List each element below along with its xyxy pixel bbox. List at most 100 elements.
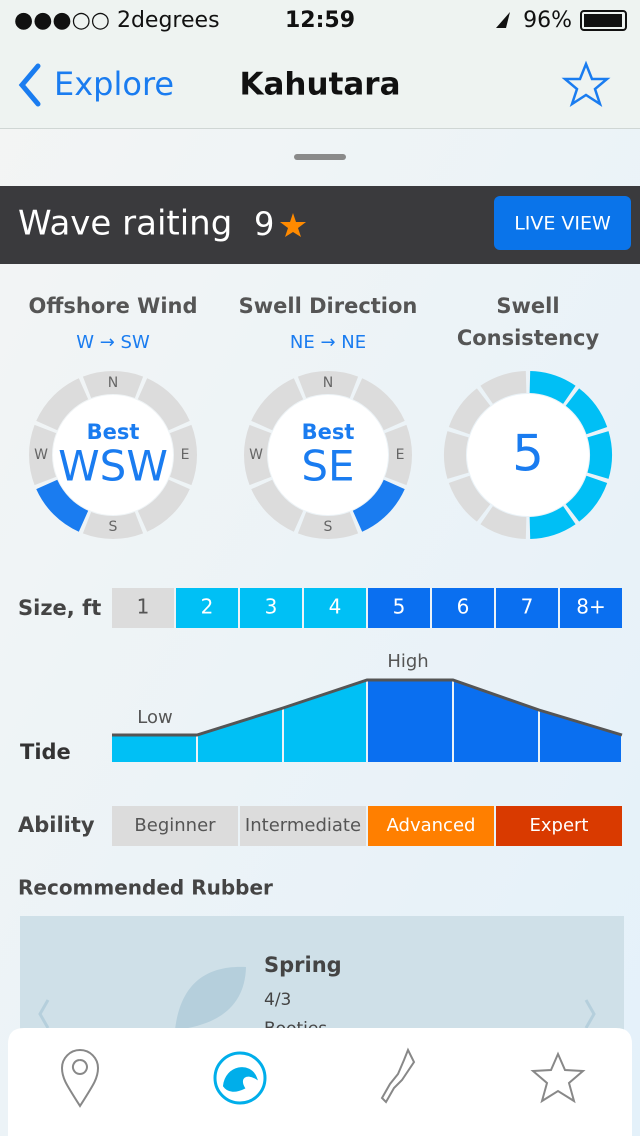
rating-label: Wave raiting <box>18 204 232 244</box>
best-label: Best <box>302 420 355 444</box>
battery-icon <box>580 10 627 31</box>
favorite-button[interactable] <box>561 60 611 107</box>
tide-line <box>112 678 623 737</box>
tide-label: Tide <box>20 740 71 764</box>
dial-center <box>268 395 388 515</box>
size-option-label[interactable]: 4 <box>329 595 342 619</box>
size-option-label[interactable]: 2 <box>201 595 214 619</box>
rubber-card[interactable] <box>20 916 624 1046</box>
ability-option-label[interactable]: Expert <box>530 815 589 836</box>
tab-favorites[interactable] <box>530 1051 586 1104</box>
tide-chart <box>112 678 623 762</box>
live-view-label[interactable]: LIVE VIEW <box>514 213 611 235</box>
dial-segment <box>384 424 412 486</box>
dial-segment <box>137 479 190 532</box>
consistency-segment <box>565 388 608 435</box>
tab-wave-icon[interactable] <box>222 1067 258 1092</box>
tide-column <box>454 680 538 762</box>
best-direction: WSW <box>58 442 168 491</box>
battery-level: 96% <box>523 8 572 33</box>
size-label: Size, ft <box>18 596 101 620</box>
size-option[interactable] <box>112 588 174 628</box>
drag-handle[interactable] <box>294 154 346 160</box>
ability-option[interactable] <box>240 806 366 846</box>
tab-icons <box>60 1047 586 1108</box>
consistency-title: Swell Consistency <box>456 294 600 350</box>
carrier: ●●●○○ 2degrees <box>14 8 220 33</box>
dial-subtitle: W → SW <box>76 332 150 353</box>
battery-fill <box>584 14 622 27</box>
ability-option-label[interactable]: Advanced <box>387 815 476 836</box>
size-option[interactable] <box>304 588 366 628</box>
rubber-thickness: 4/3 <box>264 990 291 1010</box>
dial-segment <box>297 371 359 399</box>
dial-segment <box>137 378 190 431</box>
ability-options: Beginner Intermediate Advanced Expert <box>112 806 622 846</box>
ability-option-label[interactable]: Intermediate <box>245 815 361 836</box>
ability-option-label[interactable]: Beginner <box>134 815 216 836</box>
tide-column <box>540 710 621 762</box>
dial-segment <box>251 378 304 431</box>
size-option-label[interactable]: 8+ <box>576 595 605 619</box>
size-option[interactable] <box>496 588 558 628</box>
back-button[interactable]: Explore <box>54 65 174 103</box>
size-option-label[interactable]: 1 <box>137 595 150 619</box>
consistency-segment <box>448 475 491 522</box>
time: 12:59 <box>285 8 355 33</box>
nav-title: Kahutara <box>239 67 400 103</box>
dial-segment <box>169 424 198 486</box>
size-option[interactable] <box>176 588 238 628</box>
location-icon <box>496 12 510 28</box>
size-option-label[interactable]: 5 <box>393 595 406 619</box>
dial-segment <box>243 424 272 486</box>
consistency-segment <box>587 431 612 479</box>
tide-column <box>198 708 282 762</box>
consistency-segment <box>529 371 576 404</box>
dial-segment <box>82 511 144 540</box>
header-bg <box>0 0 640 128</box>
tide-low: Low <box>137 707 172 728</box>
compass-label: S <box>109 519 118 535</box>
rubber-content: Spring 4/3 Booties <box>38 953 596 1028</box>
dial-segment <box>352 479 405 532</box>
tide-high: High <box>387 651 428 672</box>
dial-center <box>53 395 173 515</box>
dial-segment <box>36 378 89 431</box>
tide-column <box>368 680 452 762</box>
consistency-center <box>467 394 589 516</box>
dial-title: Offshore Wind <box>29 294 198 318</box>
size-options: 1 2 3 4 5 6 7 8+ <box>112 588 622 628</box>
size-option-label[interactable]: 3 <box>265 595 278 619</box>
tab-nz[interactable] <box>380 1047 416 1104</box>
consistency-title-box: Swell Consistency <box>456 294 600 350</box>
consistency-segment <box>444 431 469 479</box>
compass-label: W <box>249 447 263 463</box>
size-option-label[interactable]: 7 <box>521 595 534 619</box>
card-arrows[interactable] <box>38 999 596 1028</box>
live-view-button[interactable] <box>494 196 631 250</box>
size-option[interactable] <box>560 588 622 628</box>
ability-option[interactable] <box>496 806 622 846</box>
consistency-segment <box>480 506 527 539</box>
size-option[interactable] <box>368 588 430 628</box>
ability-option[interactable] <box>112 806 238 846</box>
best-label: Best <box>87 420 140 444</box>
consistency-segment <box>529 506 576 539</box>
rating-value: 9 <box>254 205 274 243</box>
tab-map[interactable] <box>60 1049 100 1108</box>
back-chevron[interactable] <box>18 63 41 107</box>
compass-label: N <box>323 375 333 391</box>
rubber-season: Spring <box>264 953 342 977</box>
tab-waves[interactable] <box>213 1051 267 1105</box>
tide-column <box>284 680 366 762</box>
dial-segment <box>251 479 304 532</box>
size-option-label[interactable]: 6 <box>457 595 470 619</box>
rating-star <box>280 213 306 237</box>
ability-option[interactable] <box>368 806 494 846</box>
dial-title: Swell Direction <box>239 294 418 318</box>
dial-segment <box>82 371 144 399</box>
size-option[interactable] <box>240 588 302 628</box>
size-option[interactable] <box>432 588 494 628</box>
